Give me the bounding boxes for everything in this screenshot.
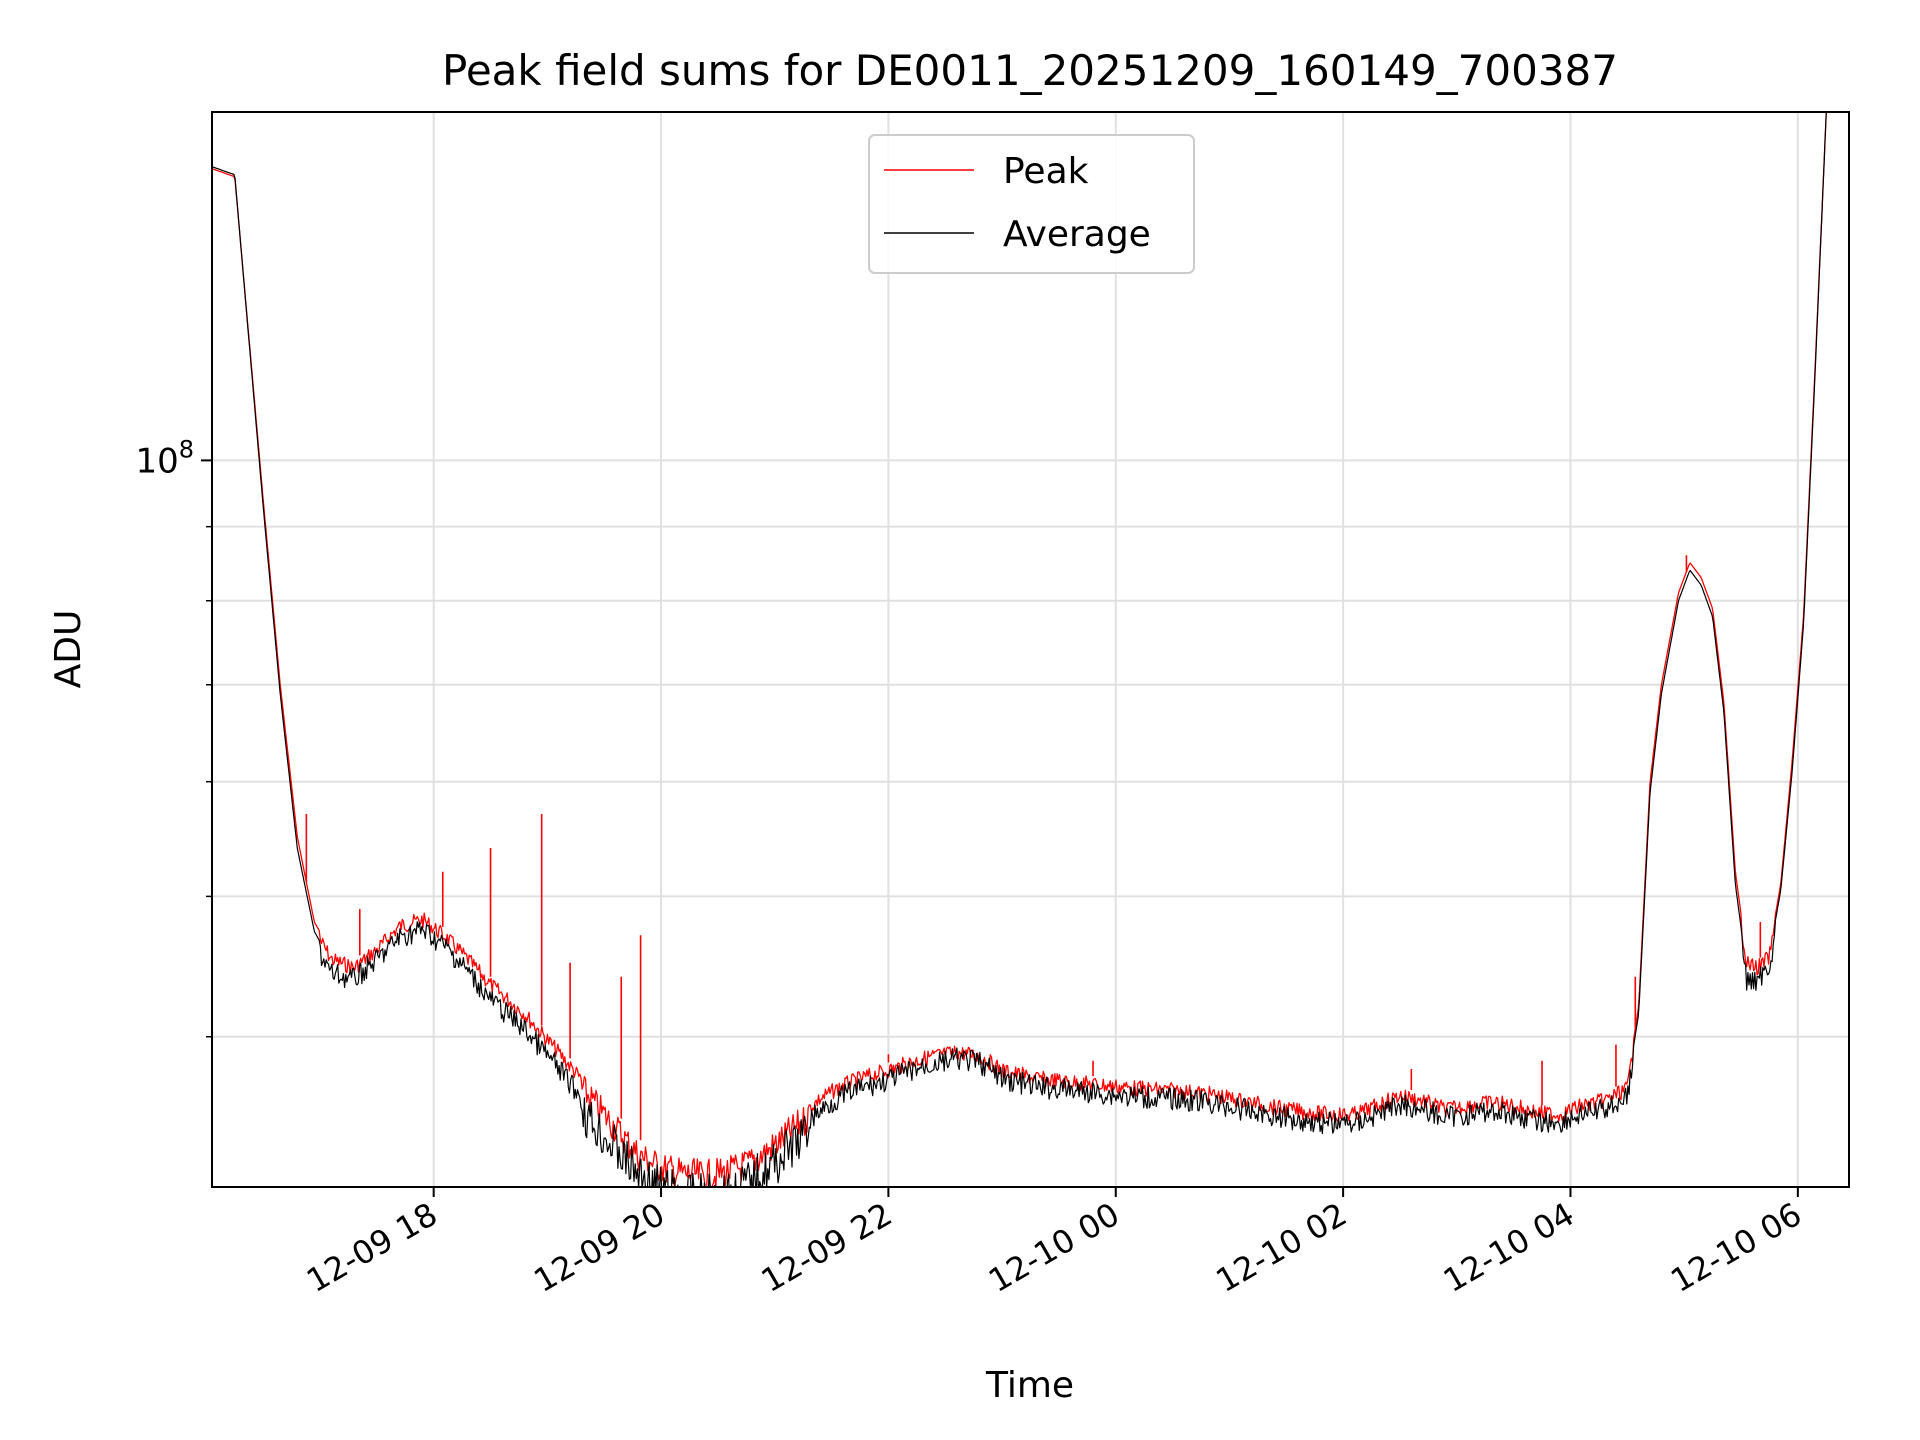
plot-frame <box>211 111 1850 1188</box>
grid <box>212 112 1849 1187</box>
y-tick-label: 108 <box>135 435 194 481</box>
legend: Peak Average <box>868 134 1195 274</box>
y-tick-exponent: 8 <box>179 435 194 463</box>
series-line-peak <box>212 112 1827 1187</box>
series-layer <box>212 112 1827 1187</box>
legend-average-label: Average <box>1003 214 1151 255</box>
series-line-average <box>212 112 1827 1187</box>
series-clip-group <box>212 112 1827 1187</box>
y-axis-label: ADU <box>48 610 89 689</box>
x-axis-label: Time <box>985 1365 1074 1406</box>
y-axis: 108 <box>135 435 212 1038</box>
chart-title: Peak field sums for DE0011_20251209_1601… <box>442 46 1618 95</box>
legend-peak-label: Peak <box>1003 151 1089 192</box>
y-tick-base: 10 <box>135 441 178 481</box>
